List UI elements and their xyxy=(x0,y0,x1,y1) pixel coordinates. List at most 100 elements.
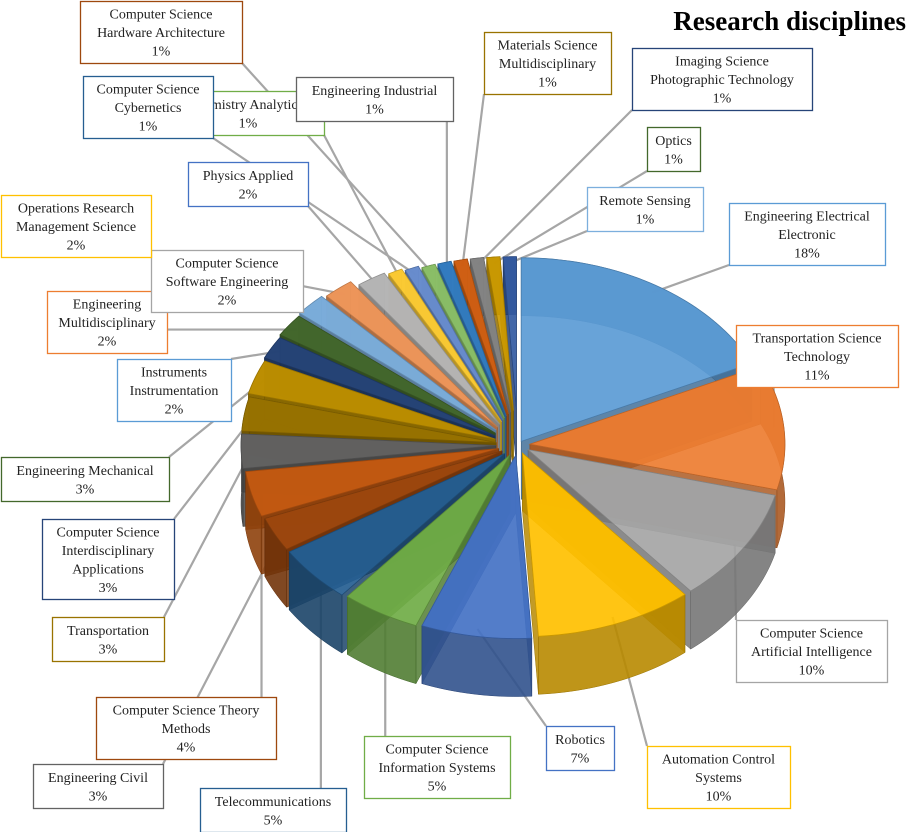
slice-name: Multidisciplinary xyxy=(499,57,596,72)
slice-name: Photographic Technology xyxy=(650,73,794,88)
slice-name: Engineering Electrical xyxy=(744,210,870,225)
slice-percent: 10% xyxy=(799,664,825,679)
slice-name: Engineering Civil xyxy=(48,771,148,786)
slice-name: Engineering xyxy=(73,298,141,313)
slice-label: Optics 1% xyxy=(646,126,702,173)
slice-name: Automation Control xyxy=(662,753,775,768)
slice-name: Chemistry Analytical xyxy=(188,98,307,113)
slice-name: Computer Science xyxy=(760,627,863,642)
slice-label: Computer Science Hardware Architecture 1% xyxy=(79,0,244,65)
slice-name: Management Science xyxy=(16,220,136,235)
slice-label: Computer Science Theory Methods 4% xyxy=(95,696,278,761)
slice-percent: 1% xyxy=(152,45,171,60)
slice-name: Interdisciplinary xyxy=(62,544,155,559)
slice-percent: 4% xyxy=(177,741,196,756)
slice-percent: 1% xyxy=(538,76,557,91)
slice-percent: 11% xyxy=(804,369,829,384)
slice-percent: 2% xyxy=(165,403,184,418)
slice-label: Imaging Science Photographic Technology 1% xyxy=(631,47,814,112)
leader-line xyxy=(652,263,730,294)
slice-name: Remote Sensing xyxy=(599,194,690,209)
slice-label: Engineering Electrical Electronic 18% xyxy=(728,202,887,267)
slice-name: Transportation xyxy=(67,624,149,639)
slice-name: Instrumentation xyxy=(130,384,219,399)
slice-name: Artificial Intelligence xyxy=(751,645,872,660)
slice-percent: 2% xyxy=(98,335,117,350)
slice-name: Materials Science xyxy=(498,39,598,54)
slice-percent: 1% xyxy=(636,212,655,227)
leader-line xyxy=(323,134,401,278)
slice-label: Engineering Industrial 1% xyxy=(295,76,455,123)
slice-label: Engineering Multidisciplinary 2% xyxy=(46,290,169,355)
slice-label: Instruments Instrumentation 2% xyxy=(116,358,233,423)
slice-percent: 3% xyxy=(76,482,95,497)
slice-name: Transportation Science xyxy=(753,332,882,347)
slice-name: Computer Science xyxy=(385,743,488,758)
slice-name: Systems xyxy=(695,771,742,786)
pie-slices xyxy=(240,256,786,697)
slice-label: Materials Science Multidisciplinary 1% xyxy=(483,31,613,96)
slice-label: Computer Science Artificial Intelligence 1… xyxy=(735,619,889,684)
slice-name: Operations Research xyxy=(18,202,134,217)
slice-name: Engineering Industrial xyxy=(312,84,438,99)
slice-name: Hardware Architecture xyxy=(97,26,225,41)
leader-line xyxy=(307,205,378,286)
slice-label: Robotics 7% xyxy=(545,725,616,772)
slice-name: Computer Science xyxy=(109,8,212,23)
slice-name: Software Engineering xyxy=(166,275,288,290)
slice-label: Computer Science Interdisciplinary Applica… xyxy=(41,518,176,601)
slice-percent: 1% xyxy=(139,120,158,135)
slice-percent: 3% xyxy=(99,642,118,657)
leader-line xyxy=(477,109,633,266)
slice-percent: 7% xyxy=(571,751,590,766)
chart-title: Research disciplines xyxy=(673,6,906,36)
leader-line xyxy=(173,414,256,520)
slice-label: Remote Sensing 1% xyxy=(586,186,705,233)
slice-label: Automation Control Systems 10% xyxy=(646,745,792,810)
slice-name: Optics xyxy=(655,134,692,149)
slice-percent: 5% xyxy=(428,780,447,795)
slice-percent: 1% xyxy=(239,116,258,131)
slice-percent: 10% xyxy=(706,790,732,805)
slice-name: Telecommunications xyxy=(215,795,331,810)
slice-name: Computer Science xyxy=(96,83,199,98)
slice-name: Instruments xyxy=(141,366,207,381)
leader-line xyxy=(493,170,648,265)
slice-name: Engineering Mechanical xyxy=(16,464,153,479)
slice-label: Computer Science Software Engineering 2% xyxy=(150,249,305,314)
slice-label: Physics Applied 2% xyxy=(187,161,310,208)
slice-name: Robotics xyxy=(555,733,605,748)
slice-percent: 5% xyxy=(264,813,283,828)
slice-percent: 1% xyxy=(713,92,732,107)
slice-percent: 18% xyxy=(794,247,820,262)
slice-name: Electronic xyxy=(778,228,836,243)
slice-label: Computer Science Cybernetics 1% xyxy=(82,75,215,140)
slice-name: Computer Science xyxy=(56,525,159,540)
slice-name: Computer Science xyxy=(175,257,278,272)
slice-label: Transportation 3% xyxy=(51,616,166,663)
slice-name: Physics Applied xyxy=(203,169,294,184)
pie-slice xyxy=(421,453,533,697)
slice-name: Applications xyxy=(72,562,144,577)
slice-percent: 1% xyxy=(664,152,683,167)
slice-name: Cybernetics xyxy=(115,101,182,116)
slice-name: Imaging Science xyxy=(675,55,769,70)
slice-percent: 2% xyxy=(218,294,237,309)
slice-name: Computer Science Theory xyxy=(113,704,260,719)
slice-percent: 3% xyxy=(89,789,108,804)
leader-line xyxy=(212,137,417,276)
slice-name: Technology xyxy=(784,350,850,365)
slice-label: Operations Research Management Science 2% xyxy=(0,194,153,259)
slice-name: Multidisciplinary xyxy=(58,316,155,331)
slice-label: Telecommunications 5% xyxy=(199,787,348,832)
leader-line xyxy=(461,93,486,267)
slice-label: Transportation Science Technology 11% xyxy=(735,324,900,389)
slice-name: Information Systems xyxy=(378,761,495,776)
leader-line xyxy=(163,450,253,618)
slice-name: Methods xyxy=(162,722,211,737)
slice-label: Engineering Mechanical 3% xyxy=(0,456,171,503)
slice-label: Engineering Civil 3% xyxy=(32,763,165,810)
